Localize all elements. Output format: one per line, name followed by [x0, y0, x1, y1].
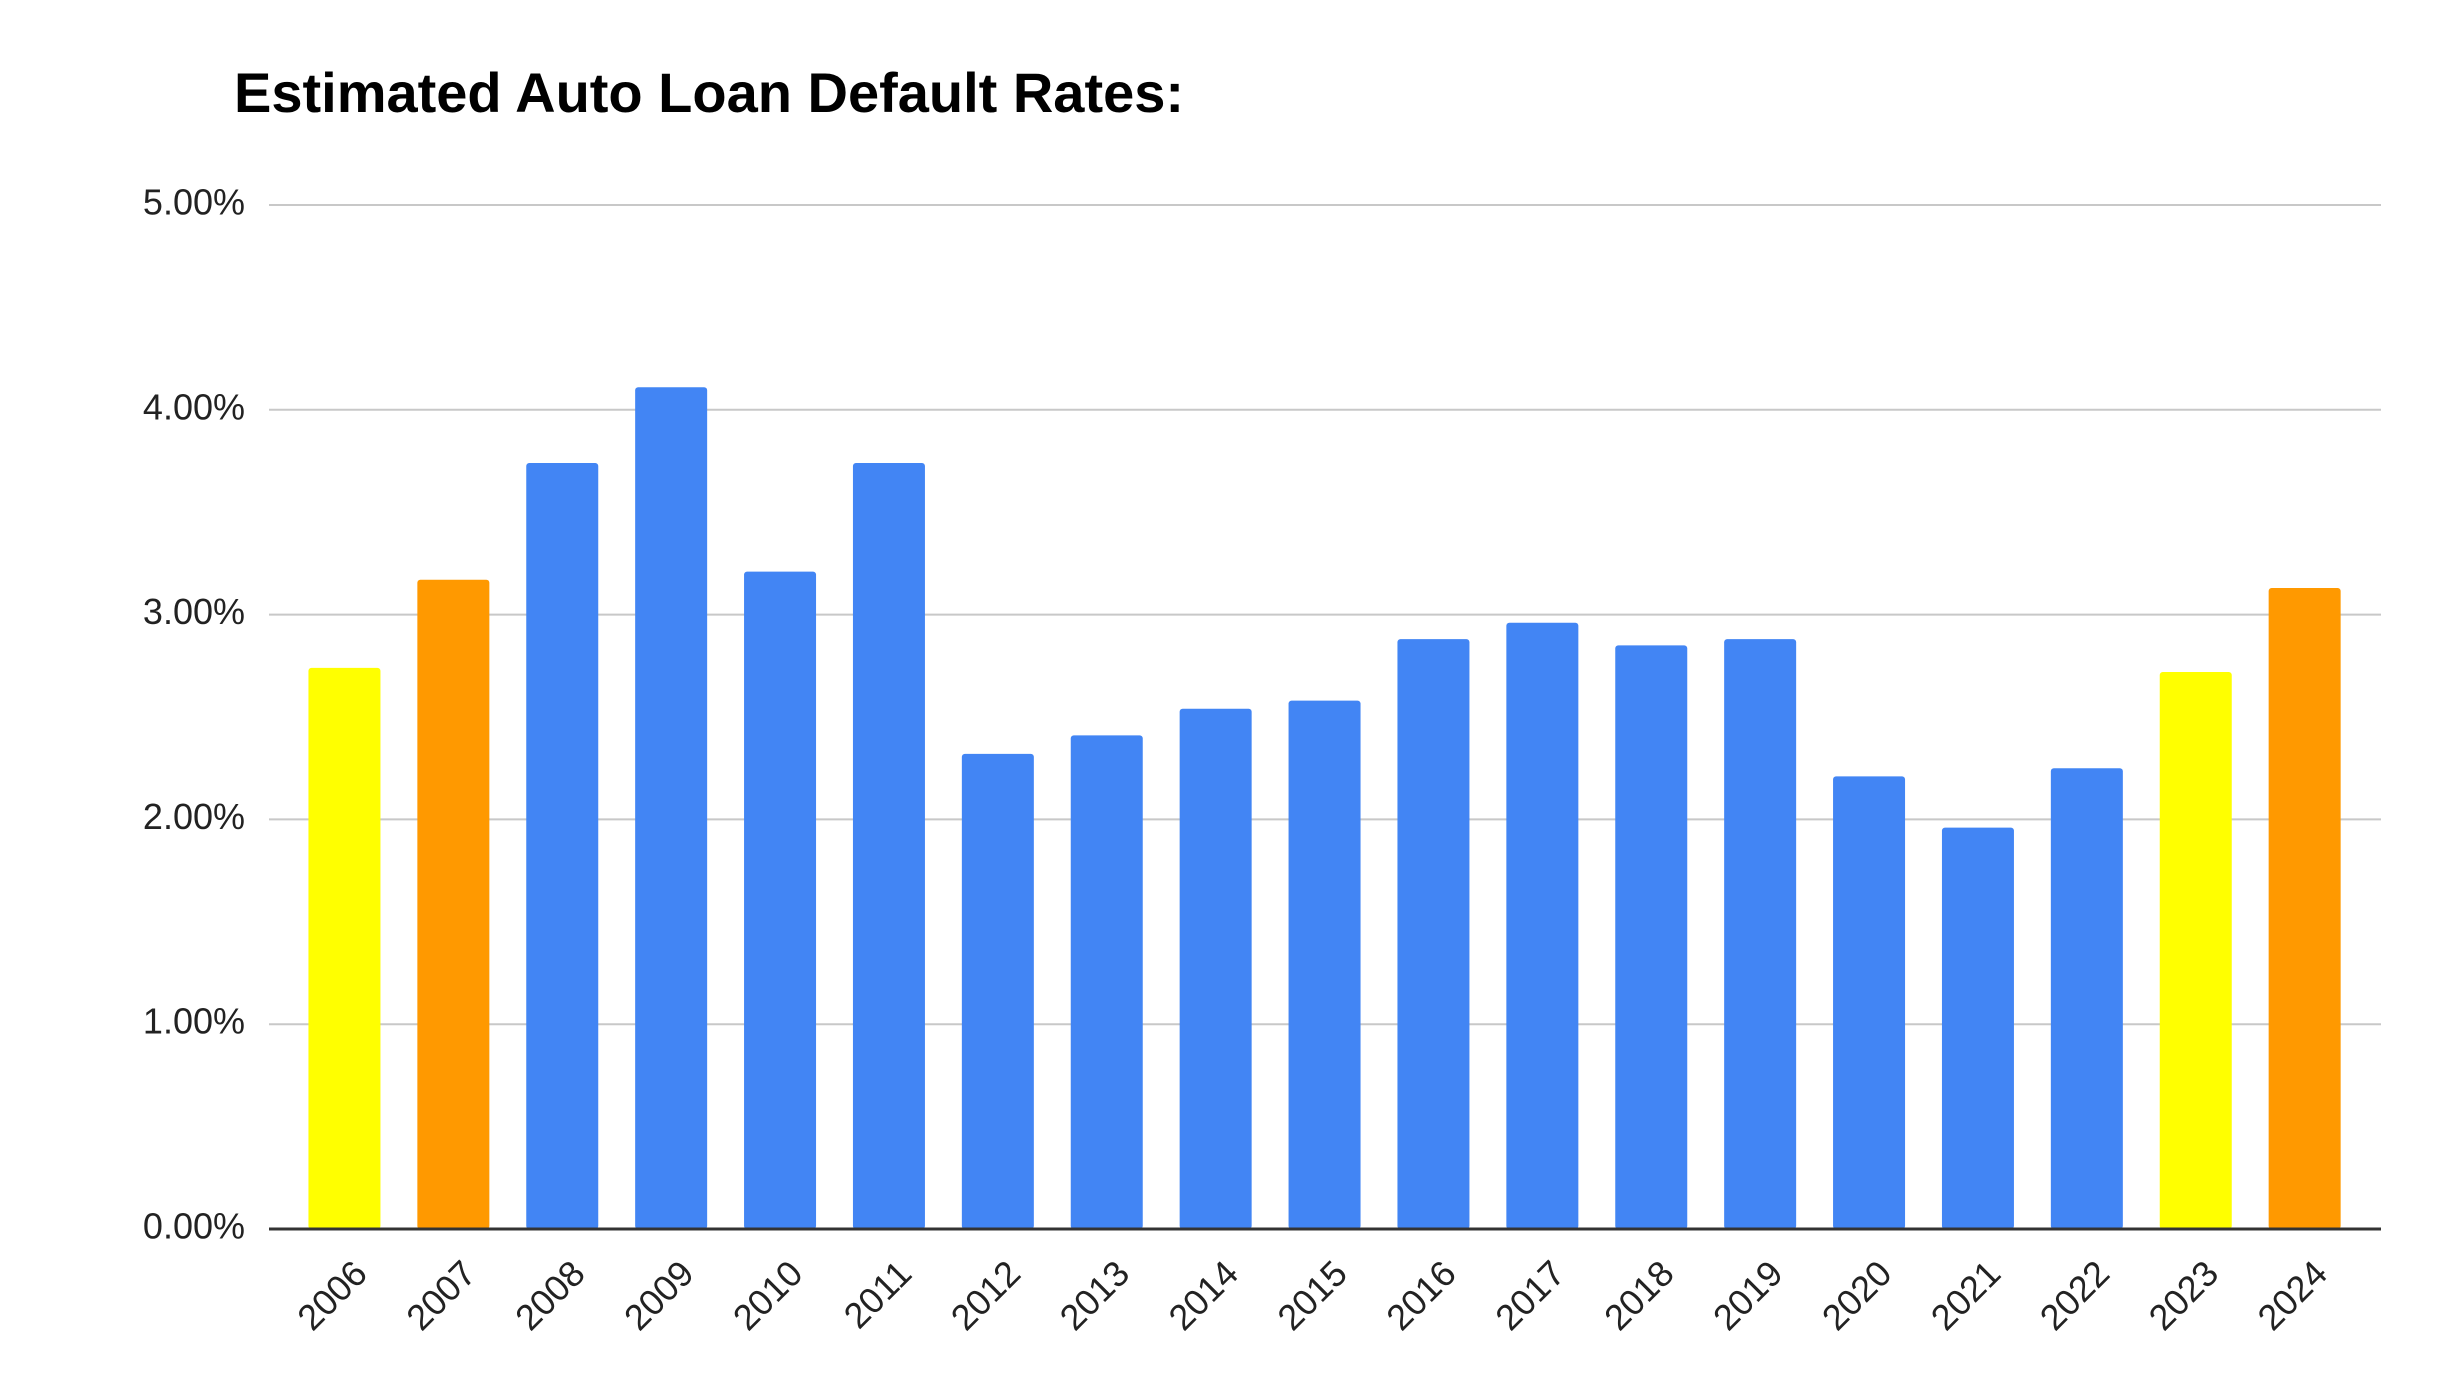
- bar: [1724, 639, 1797, 1229]
- bar: [417, 579, 490, 1229]
- bar: [1070, 735, 1143, 1229]
- y-tick-label: 4.00%: [143, 386, 245, 427]
- bar: [1833, 776, 1906, 1229]
- y-tick-label: 2.00%: [143, 796, 245, 837]
- bar: [526, 463, 599, 1230]
- y-tick-label: 3.00%: [143, 591, 245, 632]
- bar: [308, 667, 381, 1229]
- bar: [2050, 768, 2123, 1229]
- bar: [852, 463, 925, 1230]
- y-tick-label: 5.00%: [143, 182, 245, 223]
- bar: [2159, 671, 2232, 1229]
- bar: [1179, 708, 1252, 1229]
- y-tick-label: 0.00%: [143, 1206, 245, 1247]
- y-tick-label: 1.00%: [143, 1001, 245, 1042]
- bar: [1397, 639, 1470, 1229]
- bar: [1615, 645, 1688, 1229]
- bar: [961, 753, 1034, 1229]
- bar: [1506, 622, 1579, 1229]
- bar: [1941, 827, 2014, 1229]
- bar: [744, 571, 817, 1229]
- bar: [1288, 700, 1361, 1229]
- chart-title: Estimated Auto Loan Default Rates:: [234, 61, 1184, 124]
- bar: [2268, 587, 2341, 1229]
- bar: [635, 387, 708, 1230]
